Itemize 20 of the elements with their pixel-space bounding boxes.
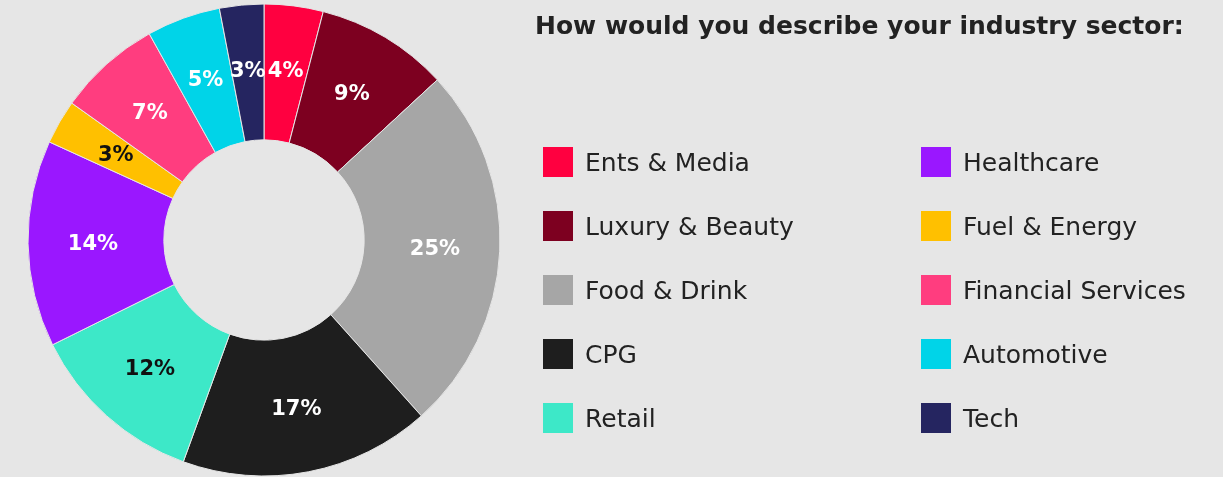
data-label: 7% (132, 100, 168, 125)
legend-label: CPG (585, 339, 637, 369)
legend-label: Healthcare (963, 147, 1100, 177)
data-label: 9% (334, 81, 370, 106)
legend-label: Retail (585, 403, 656, 433)
legend-label: Fuel & Energy (963, 211, 1138, 241)
legend-label: Financial Services (963, 275, 1186, 305)
data-label: 12% (124, 355, 176, 380)
chart-title: How would you describe your industry sector: (535, 11, 1184, 40)
data-label: 4% (267, 58, 304, 83)
data-label: 5% (187, 67, 224, 92)
legend-label: Food & Drink (585, 275, 748, 305)
legend-label: Ents & Media (585, 147, 750, 177)
legend-label: Tech (962, 403, 1019, 433)
legend-label: Luxury & Beauty (585, 211, 794, 241)
data-label: 25% (409, 236, 461, 261)
data-label: 14% (67, 230, 119, 255)
data-label: 3% (98, 142, 134, 167)
legend-label: Automotive (963, 339, 1108, 369)
data-label: 17% (271, 395, 322, 420)
